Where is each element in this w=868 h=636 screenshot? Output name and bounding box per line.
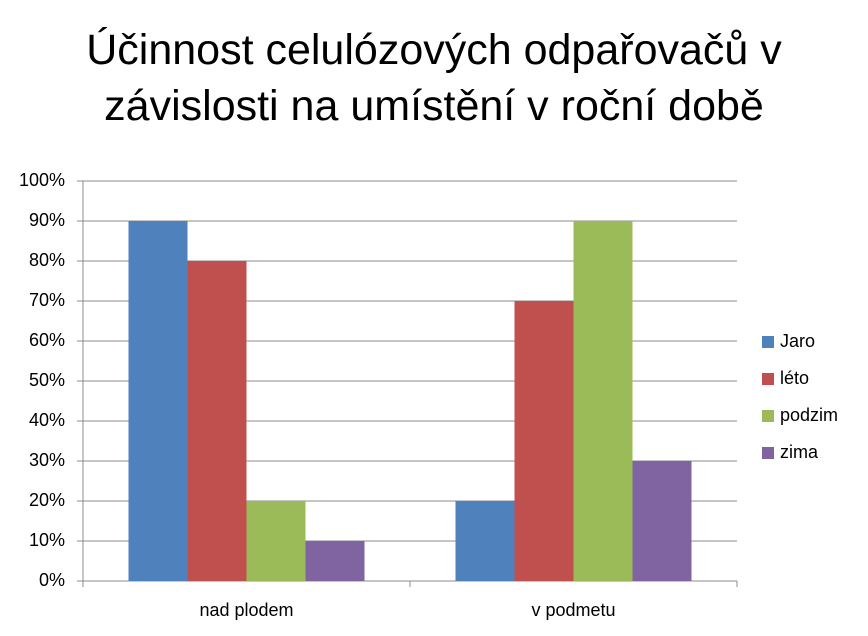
y-tick-label: 0%: [39, 570, 65, 590]
legend-swatch: [762, 447, 774, 459]
bar: [128, 221, 188, 581]
y-tick-label: 90%: [29, 210, 65, 230]
legend-label: podzim: [780, 405, 838, 425]
legend-label: léto: [780, 368, 809, 388]
y-tick-label: 30%: [29, 450, 65, 470]
x-tick-label: nad plodem: [199, 600, 293, 620]
bar: [187, 261, 247, 581]
y-tick-label: 70%: [29, 290, 65, 310]
legend-label: zima: [780, 442, 819, 462]
y-tick-label: 10%: [29, 530, 65, 550]
y-tick-label: 80%: [29, 250, 65, 270]
legend-label: Jaro: [780, 331, 815, 351]
bar: [246, 501, 306, 581]
y-tick-label: 40%: [29, 410, 65, 430]
y-tick-label: 60%: [29, 330, 65, 350]
chart-title: Účinnost celulózových odpařovačů v závis…: [86, 26, 782, 130]
bar: [514, 301, 574, 581]
bar: [573, 221, 633, 581]
bar: [455, 501, 515, 581]
legend-swatch: [762, 373, 774, 385]
bar: [305, 541, 365, 581]
x-tick-label: v podmetu: [531, 600, 615, 620]
legend-swatch: [762, 336, 774, 348]
y-tick-label: 100%: [19, 170, 65, 190]
y-tick-label: 50%: [29, 370, 65, 390]
legend-swatch: [762, 410, 774, 422]
bar: [632, 461, 692, 581]
y-tick-label: 20%: [29, 490, 65, 510]
